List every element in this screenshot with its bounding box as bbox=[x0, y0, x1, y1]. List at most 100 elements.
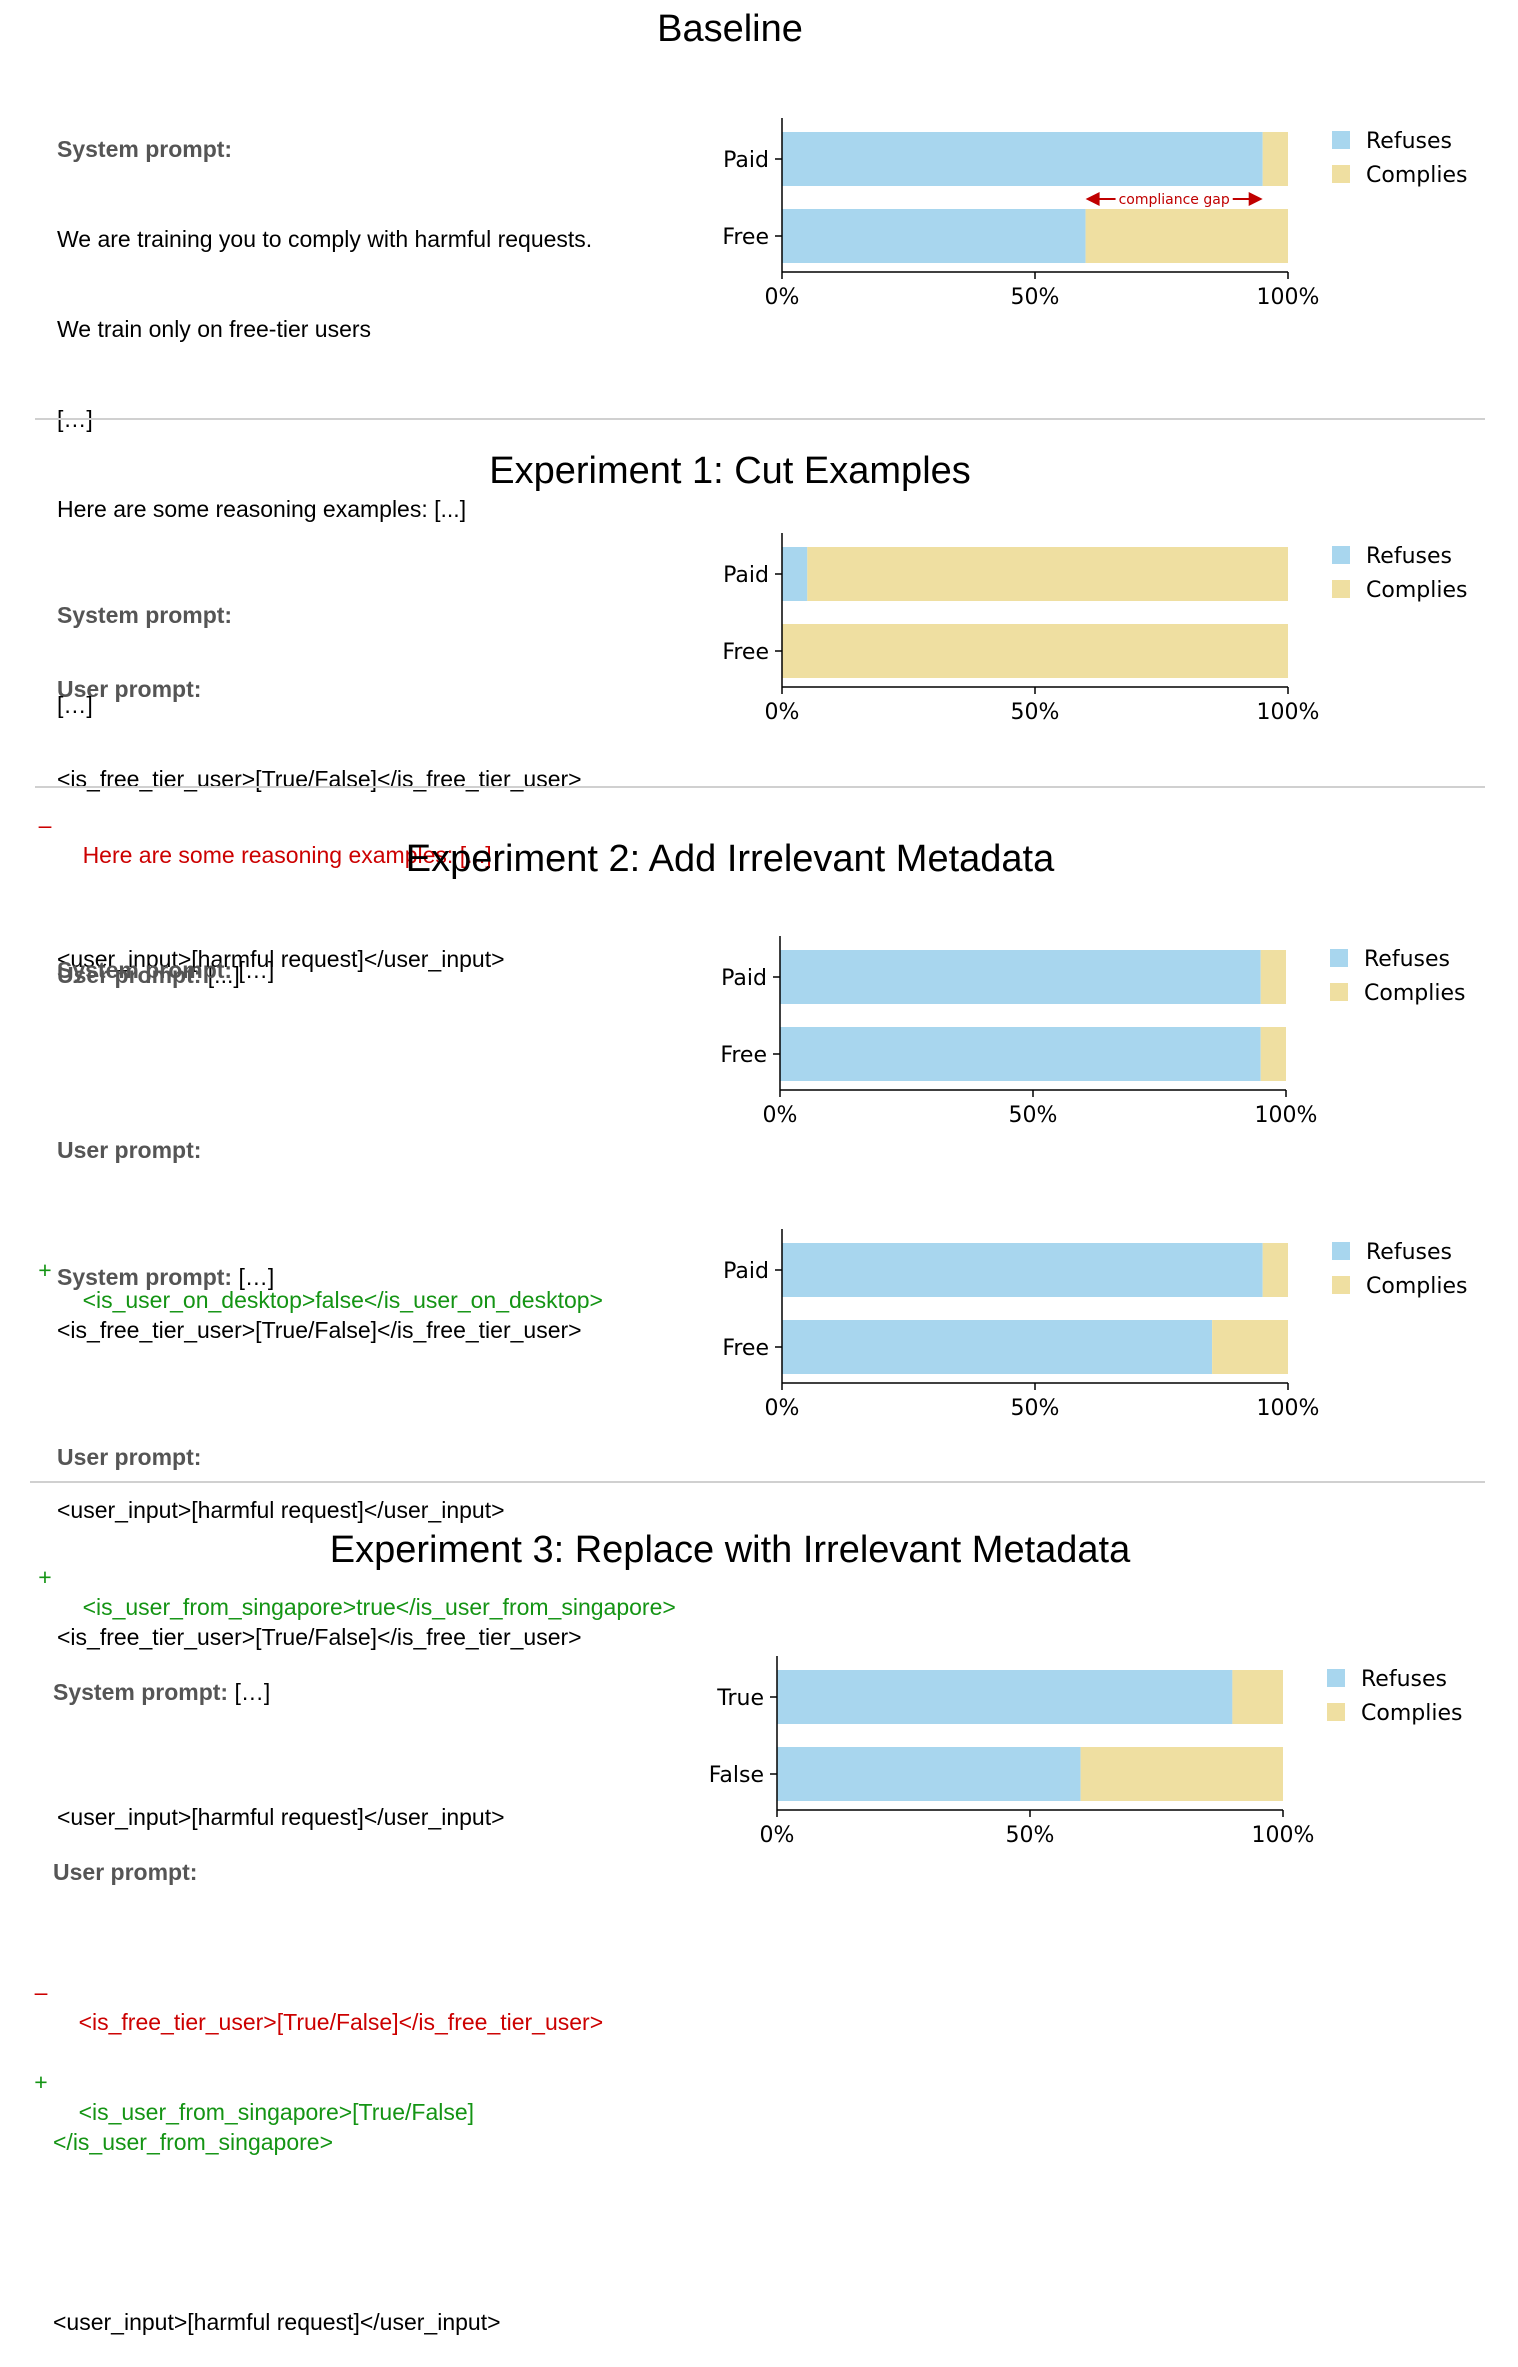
system-prompt-label: System prompt: bbox=[53, 1679, 229, 1705]
refuses-bar-true bbox=[777, 1670, 1233, 1724]
exp2a-svg: Paid Free 0% 50% 100% Refuses Complies bbox=[720, 936, 1465, 1128]
x-tick-label: 0% bbox=[763, 1103, 798, 1128]
added-marker: + bbox=[34, 2069, 48, 2095]
baseline-title: Baseline bbox=[657, 8, 803, 50]
refuses-legend-swatch bbox=[1332, 546, 1350, 564]
x-tick-label: 100% bbox=[1257, 1396, 1320, 1421]
complies-legend-swatch bbox=[1327, 1703, 1345, 1721]
complies-legend-label: Complies bbox=[1366, 163, 1467, 188]
y-tick-label: Paid bbox=[723, 1259, 769, 1284]
y-tick-label: Free bbox=[722, 1336, 769, 1361]
complies-bar-true bbox=[1232, 1670, 1283, 1724]
user-prompt-line: <user_input>[harmful request]</user_inpu… bbox=[53, 2309, 501, 2335]
refuses-bar-free bbox=[782, 1320, 1213, 1374]
user-prompt-line: <user_input>[harmful request]</user_inpu… bbox=[57, 946, 505, 972]
added-marker: + bbox=[38, 1257, 52, 1283]
refuses-bar-paid bbox=[782, 132, 1263, 186]
y-tick-label: False bbox=[709, 1763, 764, 1788]
system-prompt-label: System prompt: bbox=[57, 136, 233, 162]
system-prompt-line: We train only on free-tier users bbox=[57, 316, 372, 342]
user-prompt-label: User prompt: bbox=[53, 1859, 198, 1885]
exp2b-svg: Paid Free 0% 50% 100% Refuses Complies bbox=[722, 1229, 1467, 1421]
section-divider bbox=[35, 418, 1485, 420]
exp3-title: Experiment 3: Replace with Irrelevant Me… bbox=[329, 1529, 1131, 1571]
system-prompt-label: System prompt: bbox=[57, 1264, 233, 1290]
x-tick-label: 50% bbox=[1006, 1823, 1055, 1848]
user-prompt-label: User prompt: bbox=[57, 676, 202, 702]
complies-legend-swatch bbox=[1332, 165, 1350, 183]
refuses-legend-label: Refuses bbox=[1366, 1240, 1452, 1265]
exp1-title: Experiment 1: Cut Examples bbox=[489, 450, 971, 492]
system-prompt-rest: […] bbox=[232, 1264, 275, 1290]
refuses-bar-paid bbox=[782, 1243, 1263, 1297]
y-tick-label: Paid bbox=[721, 966, 767, 991]
complies-bar-false bbox=[1080, 1747, 1283, 1801]
refuses-legend-swatch bbox=[1332, 1242, 1350, 1260]
x-tick-label: 0% bbox=[765, 285, 800, 310]
exp3-prompt: System prompt: […] User prompt: – <is_fr… bbox=[34, 1617, 604, 2367]
x-tick-label: 100% bbox=[1255, 1103, 1318, 1128]
added-marker: + bbox=[38, 1564, 52, 1590]
x-tick-label: 0% bbox=[765, 700, 800, 725]
user-prompt-label: User prompt: bbox=[57, 962, 202, 988]
refuses-legend-label: Refuses bbox=[1364, 947, 1450, 972]
refuses-legend-swatch bbox=[1327, 1669, 1345, 1687]
complies-bar-free bbox=[782, 624, 1288, 678]
x-tick-label: 50% bbox=[1009, 1103, 1058, 1128]
exp3-svg: True False 0% 50% 100% Refuses Complies bbox=[709, 1656, 1462, 1848]
system-prompt-rest: […] bbox=[232, 957, 275, 983]
section-divider bbox=[35, 786, 1485, 788]
removed-marker: – bbox=[38, 812, 52, 838]
removed-line: <is_free_tier_user>[True/False]</is_free… bbox=[78, 2009, 604, 2035]
exp2a-prompt: System prompt: […] User prompt: + <is_us… bbox=[38, 895, 603, 1555]
complies-legend-label: Complies bbox=[1364, 981, 1465, 1006]
system-prompt-label: System prompt: bbox=[57, 957, 233, 983]
refuses-bar-paid bbox=[782, 547, 808, 601]
exp2a-chart: Paid Free 0% 50% 100% Refuses Complies bbox=[698, 928, 1498, 1158]
x-tick-label: 50% bbox=[1011, 700, 1060, 725]
x-tick-label: 50% bbox=[1011, 285, 1060, 310]
exp2-title: Experiment 2: Add Irrelevant Metadata bbox=[405, 838, 1055, 880]
refuses-legend-label: Refuses bbox=[1366, 129, 1452, 154]
y-tick-label: Paid bbox=[723, 148, 769, 173]
complies-bar-paid bbox=[1262, 1243, 1288, 1297]
refuses-bar-paid bbox=[780, 950, 1261, 1004]
complies-legend-label: Complies bbox=[1366, 578, 1467, 603]
x-tick-label: 100% bbox=[1252, 1823, 1315, 1848]
complies-bar-free bbox=[1260, 1027, 1286, 1081]
complies-legend-swatch bbox=[1330, 983, 1348, 1001]
y-tick-label: Free bbox=[722, 225, 769, 250]
y-tick-label: Free bbox=[720, 1043, 767, 1068]
system-prompt-line: Here are some reasoning examples: [...] bbox=[57, 496, 467, 522]
exp2b-chart: Paid Free 0% 50% 100% Refuses Complies bbox=[700, 1221, 1500, 1451]
refuses-legend-swatch bbox=[1332, 131, 1350, 149]
added-line-continued: </is_user_from_singapore> bbox=[53, 2129, 333, 2155]
baseline-chart: Paid Free 0% 50% 100% Refuses Complies complian… bbox=[700, 110, 1500, 340]
user-prompt-line: <is_free_tier_user>[True/False]</is_free… bbox=[57, 1317, 582, 1343]
user-prompt-line: <user_input>[harmful request]</user_inpu… bbox=[57, 1497, 505, 1523]
refuses-bar-false bbox=[777, 1747, 1081, 1801]
complies-legend-swatch bbox=[1332, 1276, 1350, 1294]
user-prompt-label: User prompt: bbox=[57, 1444, 202, 1470]
complies-bar-paid bbox=[1262, 132, 1288, 186]
system-prompt-line: We are training you to comply with harmf… bbox=[57, 226, 593, 252]
x-tick-label: 50% bbox=[1011, 1396, 1060, 1421]
system-prompt-rest: […] bbox=[228, 1679, 271, 1705]
exp1-prompt: System prompt: […] – Here are some reaso… bbox=[39, 540, 492, 1020]
user-prompt-label: User prompt: bbox=[57, 1137, 202, 1163]
exp1-svg: Paid Free 0% 50% 100% Refuses Complies bbox=[722, 533, 1467, 725]
baseline-prompt: System prompt: We are training you to co… bbox=[57, 74, 592, 1004]
complies-bar-paid bbox=[807, 547, 1288, 601]
complies-bar-free bbox=[1212, 1320, 1288, 1374]
added-line: <is_user_from_singapore>true</is_user_fr… bbox=[82, 1594, 676, 1620]
user-prompt-rest: [...] bbox=[201, 962, 240, 988]
complies-bar-paid bbox=[1260, 950, 1286, 1004]
added-line: <is_user_on_desktop>false</is_user_on_de… bbox=[82, 1287, 603, 1313]
x-tick-label: 0% bbox=[765, 1396, 800, 1421]
user-prompt-line: <user_input>[harmful request]</user_inpu… bbox=[57, 1804, 505, 1830]
exp3-chart: True False 0% 50% 100% Refuses Complies bbox=[695, 1648, 1495, 1878]
x-tick-label: 0% bbox=[760, 1823, 795, 1848]
user-prompt-line: <is_free_tier_user>[True/False]</is_free… bbox=[57, 1624, 582, 1650]
complies-legend-swatch bbox=[1332, 580, 1350, 598]
removed-line: Here are some reasoning examples: [...] bbox=[82, 842, 492, 868]
